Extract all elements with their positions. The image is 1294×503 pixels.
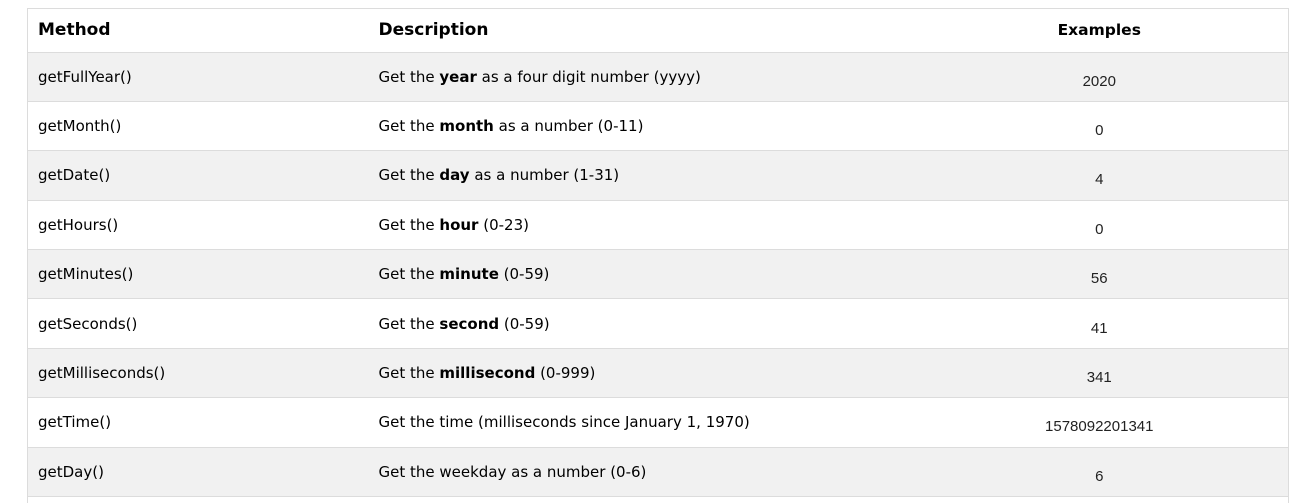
example-cell: 56: [1090, 270, 1108, 288]
example-cell: 4: [1095, 171, 1104, 189]
table-row: getTime() Get the time (milliseconds sinc…: [27, 397, 1289, 448]
description-cell: Get the second (0-59): [378, 314, 550, 333]
method-cell: getTime(): [38, 413, 112, 432]
example-cell: 0: [1095, 122, 1104, 140]
example-cell: 41: [1090, 319, 1108, 337]
table-row: getMinutes() Get the minute (0-59) 56: [27, 249, 1289, 299]
description-cell: Get the millisecond (0-999): [378, 364, 596, 383]
table-row: getSeconds() Get the second (0-59) 41: [27, 298, 1289, 349]
method-cell: getHours(): [38, 215, 119, 234]
description-cell: Get the month as a number (0-11): [378, 117, 644, 136]
date-methods-table: Method Description Examples getFullYear(…: [27, 8, 1289, 503]
empty-cell: [369, 497, 911, 503]
table-body: getFullYear() Get the year as a four digi…: [27, 52, 1289, 497]
table-row: getDate() Get the day as a number (1-31) 4: [27, 150, 1289, 201]
method-cell: getMilliseconds(): [38, 364, 166, 383]
description-cell: Get the weekday as a number (0-6): [378, 462, 647, 481]
description-cell: Get the day as a number (1-31): [378, 166, 620, 185]
table-row: getMonth() Get the month as a number (0-1…: [27, 101, 1289, 151]
method-cell: getMinutes(): [38, 265, 134, 284]
description-cell: Get the year as a four digit number (yyy…: [378, 67, 701, 86]
example-cell: 1578092201341: [1045, 418, 1154, 436]
description-cell: Get the time (milliseconds since January…: [378, 413, 750, 432]
method-cell: getFullYear(): [38, 67, 132, 86]
column-header-description: Description: [378, 20, 489, 41]
empty-cell: [911, 497, 1289, 503]
description-cell: Get the hour (0-23): [378, 215, 529, 234]
table-row-cutoff: [27, 496, 1289, 503]
method-cell: getSeconds(): [38, 314, 138, 333]
column-header-examples: Examples: [1057, 21, 1141, 40]
table-row: getHours() Get the hour (0-23) 0: [27, 200, 1289, 250]
table-row: getFullYear() Get the year as a four digi…: [27, 52, 1289, 102]
method-cell: getDay(): [38, 462, 104, 481]
table-header: Method Description Examples: [27, 8, 1289, 52]
example-cell: 341: [1086, 369, 1112, 387]
method-cell: getDate(): [38, 166, 111, 185]
method-cell: getMonth(): [38, 117, 122, 136]
partial-next-row: [27, 496, 1289, 503]
example-cell: 0: [1095, 220, 1104, 238]
description-cell: Get the minute (0-59): [378, 265, 550, 284]
table-row: getMilliseconds() Get the millisecond (0-…: [27, 348, 1289, 398]
table-row: getDay() Get the weekday as a number (0-6…: [27, 447, 1289, 497]
example-cell: 2020: [1082, 72, 1116, 90]
empty-cell: [28, 497, 369, 503]
header-row: Method Description Examples: [27, 8, 1289, 52]
column-header-method: Method: [38, 20, 111, 41]
example-cell: 6: [1095, 467, 1104, 485]
